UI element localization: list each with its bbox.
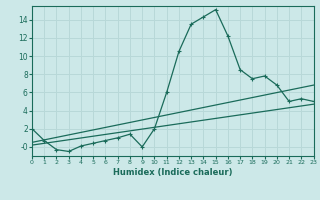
X-axis label: Humidex (Indice chaleur): Humidex (Indice chaleur) (113, 168, 233, 177)
